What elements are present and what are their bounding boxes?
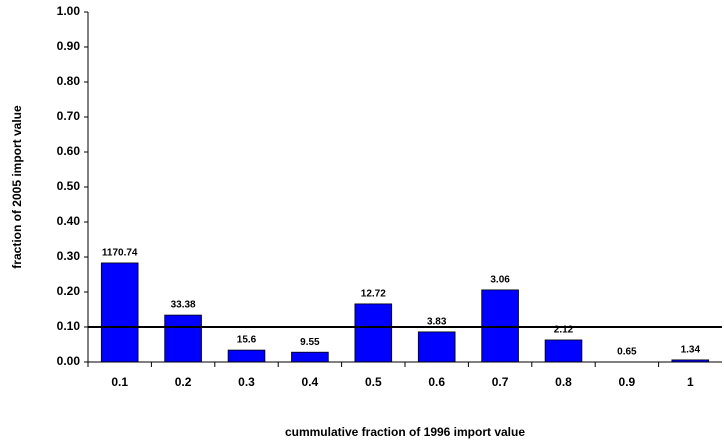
bar-annotation: 12.72 bbox=[361, 289, 386, 300]
y-tick-label: 0.00 bbox=[57, 354, 81, 368]
bar-annotation: 1170.74 bbox=[102, 248, 138, 259]
x-axis-title: cummulative fraction of 1996 import valu… bbox=[285, 425, 525, 439]
bar-annotation: 3.06 bbox=[490, 275, 510, 286]
bar bbox=[164, 314, 202, 363]
x-tick-label: 0.3 bbox=[238, 375, 255, 389]
bar bbox=[100, 262, 139, 363]
bar-annotation: 15.6 bbox=[237, 335, 257, 346]
y-tick-label: 0.20 bbox=[57, 284, 81, 298]
bar bbox=[481, 289, 519, 363]
y-tick-label: 0.60 bbox=[57, 144, 81, 158]
y-tick-label: 0.90 bbox=[57, 39, 81, 53]
bar-annotation: 0.65 bbox=[617, 347, 637, 358]
x-tick-label: 0.4 bbox=[302, 375, 319, 389]
bar-annotation: 2.12 bbox=[554, 325, 574, 336]
bar-annotation: 1.34 bbox=[681, 345, 701, 356]
y-tick-label: 0.40 bbox=[57, 214, 81, 228]
x-tick-label: 0.8 bbox=[555, 375, 572, 389]
x-tick-label: 0.2 bbox=[175, 375, 192, 389]
x-tick-label: 1 bbox=[687, 375, 694, 389]
bar-annotation: 9.55 bbox=[300, 337, 320, 348]
bar bbox=[417, 331, 456, 363]
bar bbox=[227, 349, 266, 363]
y-tick-label: 0.80 bbox=[57, 74, 81, 88]
bar-annotation: 33.38 bbox=[171, 300, 196, 311]
y-tick-label: 0.70 bbox=[57, 109, 81, 123]
y-axis-title: fraction of 2005 import value bbox=[10, 105, 24, 269]
x-tick-label: 0.9 bbox=[619, 375, 636, 389]
y-tick-label: 0.30 bbox=[57, 249, 81, 263]
y-tick-label: 1.00 bbox=[57, 4, 81, 18]
bar bbox=[354, 303, 393, 363]
x-tick-label: 0.6 bbox=[428, 375, 445, 389]
y-tick-label: 0.50 bbox=[57, 179, 81, 193]
bar bbox=[544, 339, 583, 363]
y-tick-label: 0.10 bbox=[57, 319, 81, 333]
bar-annotation: 3.83 bbox=[427, 317, 447, 328]
x-tick-label: 0.5 bbox=[365, 375, 382, 389]
x-tick-label: 0.1 bbox=[111, 375, 128, 389]
x-tick-label: 0.7 bbox=[492, 375, 509, 389]
bar bbox=[291, 351, 329, 363]
